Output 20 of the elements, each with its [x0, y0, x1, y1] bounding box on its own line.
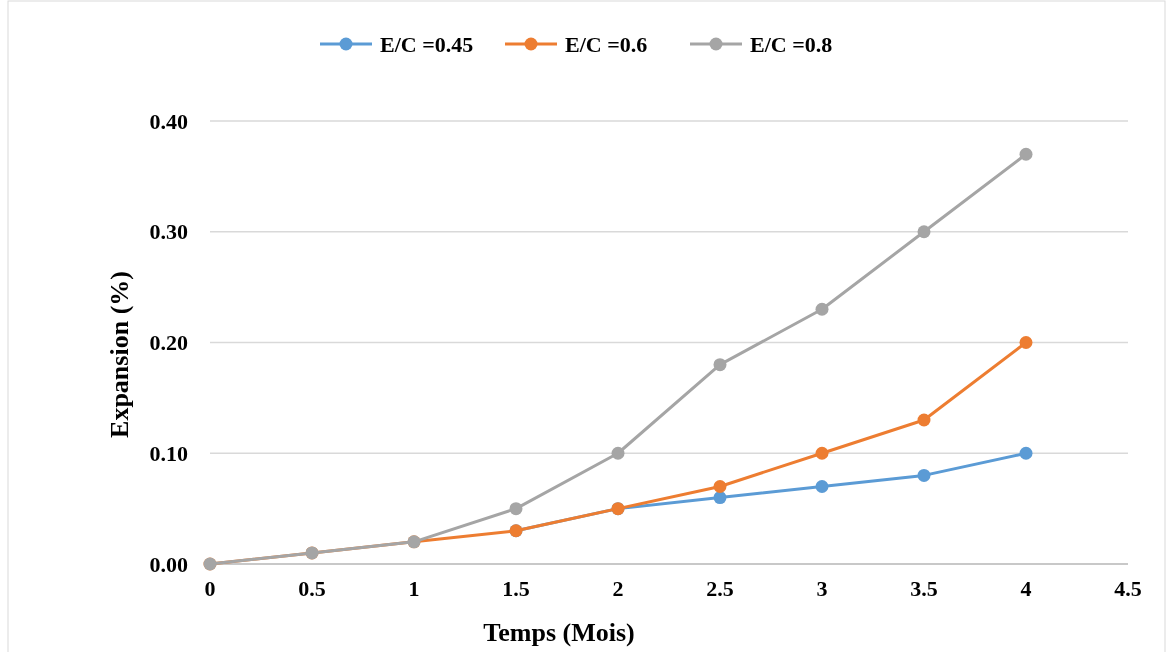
x-tick-label: 4 [1020, 576, 1032, 601]
y-axis-title: Expansion (%) [105, 271, 134, 438]
x-tick-label: 2 [612, 576, 624, 601]
x-tick-label: 1 [408, 576, 420, 601]
x-tick-label: 2.5 [706, 576, 734, 601]
y-tick-label: 0.40 [149, 108, 188, 134]
y-tick-label: 0.00 [149, 551, 188, 577]
x-tick-label: 1.5 [502, 576, 530, 601]
legend-label: E/C =0.8 [750, 31, 833, 57]
legend-label: E/C =0.6 [565, 31, 648, 57]
x-tick-label: 4.5 [1114, 576, 1142, 601]
x-axis-title: Temps (Mois) [483, 618, 635, 647]
x-tick-label: 3 [816, 576, 828, 601]
x-tick-label: 3.5 [910, 576, 938, 601]
legend-label: E/C =0.45 [380, 31, 474, 57]
x-tick-label: 0 [204, 576, 216, 601]
y-tick-label: 0.10 [149, 440, 188, 466]
y-tick-label: 0.30 [149, 219, 188, 245]
y-tick-label: 0.20 [149, 330, 188, 356]
x-tick-label: 0.5 [298, 576, 326, 601]
